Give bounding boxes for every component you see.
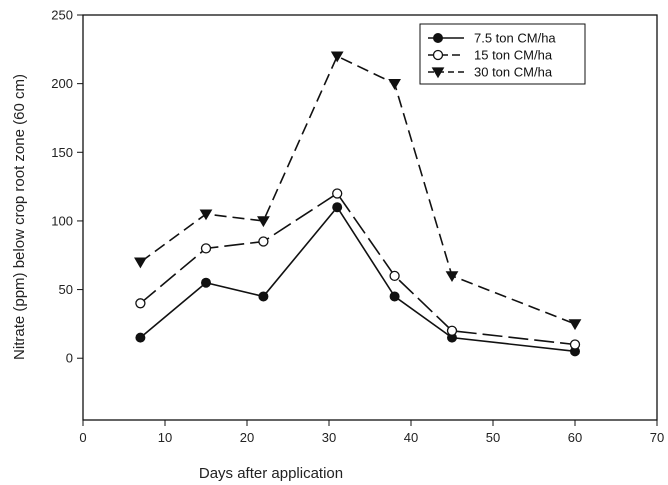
y-tick-label: 250	[51, 8, 73, 23]
data-point	[568, 319, 582, 331]
data-point	[134, 257, 147, 269]
data-point	[200, 243, 212, 254]
data-point	[389, 270, 400, 281]
x-tick-label: 70	[650, 430, 664, 445]
data-point	[433, 33, 443, 43]
data-point	[431, 67, 445, 79]
series-3	[134, 51, 582, 331]
plot-area	[82, 14, 658, 421]
legend-item: 30 ton CM/ha	[428, 65, 553, 80]
data-point	[388, 79, 401, 90]
y-tick-label: 200	[51, 76, 73, 91]
legend: 7.5 ton CM/ha 15 ton CM/ha 30 ton CM/ha	[419, 23, 586, 85]
legend-label: 7.5 ton CM/ha	[474, 31, 556, 46]
data-point	[258, 236, 269, 247]
x-axis: 0 10 20 30 40 50 60 70	[79, 420, 664, 445]
x-tick-label: 10	[158, 430, 172, 445]
data-point	[332, 202, 343, 213]
data-point	[389, 291, 400, 302]
x-tick-label: 0	[79, 430, 86, 445]
series-2	[135, 188, 581, 350]
data-point	[432, 49, 444, 61]
data-point	[135, 298, 146, 309]
y-axis: 0 50 100 150 200 250	[51, 8, 83, 366]
legend-item: 15 ton CM/ha	[428, 48, 553, 63]
x-tick-label: 60	[568, 430, 582, 445]
data-point	[135, 332, 146, 343]
y-axis-label: Nitrate (ppm) below crop root zone (60 c…	[11, 74, 28, 360]
legend-label: 30 ton CM/ha	[474, 65, 553, 80]
plot-border	[82, 14, 658, 421]
y-tick-label: 150	[51, 145, 73, 160]
data-point	[446, 325, 458, 336]
x-tick-label: 30	[322, 430, 336, 445]
x-tick-label: 50	[486, 430, 500, 445]
series-1	[135, 202, 580, 357]
data-point	[330, 51, 344, 63]
legend-box	[419, 23, 586, 85]
legend-item: 7.5 ton CM/ha	[428, 31, 556, 46]
data-point	[201, 277, 211, 288]
data-point	[569, 339, 581, 350]
x-axis-label: Days after application	[199, 465, 343, 482]
legend-label: 15 ton CM/ha	[474, 48, 553, 63]
data-point	[258, 291, 269, 302]
x-tick-label: 20	[240, 430, 254, 445]
y-tick-label: 50	[59, 282, 73, 297]
data-point	[199, 209, 213, 221]
y-tick-label: 0	[66, 351, 73, 366]
data-point	[332, 188, 343, 199]
series-layer	[134, 51, 582, 357]
x-tick-label: 40	[404, 430, 418, 445]
data-point	[257, 216, 270, 228]
y-tick-label: 100	[51, 213, 73, 228]
data-point	[445, 271, 459, 283]
